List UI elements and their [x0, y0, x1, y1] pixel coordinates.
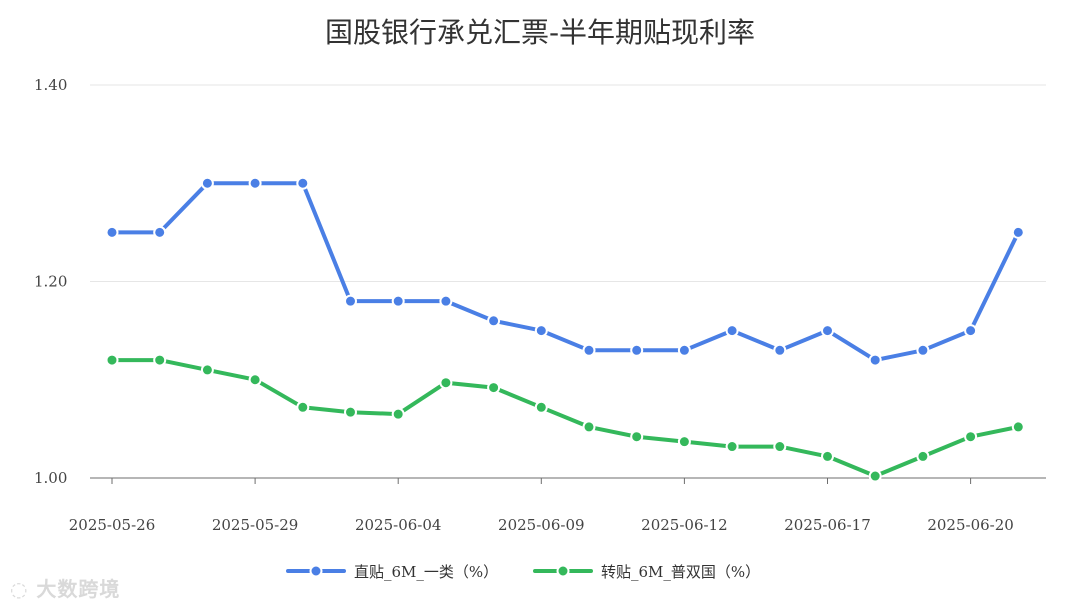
data-point-1	[200, 363, 214, 377]
data-point-0	[105, 225, 119, 239]
data-point-1	[868, 469, 882, 483]
data-point-0	[248, 176, 262, 190]
data-point-1	[821, 449, 834, 463]
x-tick-label: 2025-06-09	[498, 516, 584, 534]
legend-label: 转贴_6M_普双国（%）	[601, 563, 760, 581]
brand-logo-icon: ◌	[10, 577, 29, 601]
x-tick-label: 2025-06-17	[784, 516, 870, 534]
legend[interactable]: 直贴_6M_一类（%） 转贴_6M_普双国（%）	[286, 563, 760, 581]
data-point-1	[964, 430, 978, 444]
data-point-0	[1011, 225, 1025, 239]
axes: 1.00 1.20 1.40 2025-05-26 2025-05-29 2025-06-…	[34, 76, 1046, 534]
series-layer	[105, 176, 1025, 483]
data-point-0	[344, 294, 357, 308]
data-point-1	[105, 353, 119, 367]
data-point-1	[630, 430, 644, 444]
data-point-0	[868, 353, 882, 367]
data-point-0	[964, 324, 978, 338]
data-point-0	[725, 324, 739, 338]
data-point-1	[439, 376, 453, 390]
data-point-0	[153, 225, 167, 239]
data-point-0	[630, 343, 644, 357]
watermark: ◌ 大数跨境	[10, 573, 120, 602]
data-point-1	[487, 381, 501, 395]
data-point-0	[296, 176, 310, 190]
data-point-1	[153, 353, 167, 367]
legend-label: 直贴_6M_一类（%）	[354, 563, 498, 581]
data-point-1	[773, 440, 787, 454]
chart-title: 国股银行承兑汇票-半年期贴现利率	[325, 16, 755, 49]
legend-swatch-dot	[309, 564, 323, 578]
data-point-0	[677, 343, 691, 357]
data-point-0	[439, 294, 453, 308]
y-tick-label: 1.00	[34, 469, 67, 487]
data-point-0	[821, 324, 834, 338]
data-point-1	[916, 449, 930, 463]
x-tick-label: 2025-06-04	[355, 516, 441, 534]
x-tick-label: 2025-05-29	[212, 516, 298, 534]
data-point-1	[296, 400, 310, 414]
y-tick-label: 1.20	[34, 273, 67, 291]
grid	[90, 84, 1046, 282]
data-point-0	[916, 343, 930, 357]
legend-item-0[interactable]: 直贴_6M_一类（%）	[286, 563, 498, 581]
legend-item-1[interactable]: 转贴_6M_普双国（%）	[533, 563, 760, 581]
x-tick-label: 2025-05-26	[69, 516, 155, 534]
data-point-0	[200, 176, 214, 190]
data-point-1	[1011, 420, 1025, 434]
y-tick-label: 1.40	[34, 76, 67, 94]
data-point-0	[487, 314, 501, 328]
data-point-1	[248, 373, 262, 387]
data-point-1	[534, 400, 548, 414]
data-point-0	[391, 294, 405, 308]
legend-swatch-dot	[556, 564, 570, 578]
data-point-1	[344, 405, 357, 419]
data-point-1	[677, 435, 691, 449]
data-point-1	[725, 440, 739, 454]
series-line-0	[110, 181, 1021, 363]
series-line-1	[110, 358, 1021, 478]
x-tick-label: 2025-06-20	[927, 516, 1013, 534]
data-point-0	[534, 324, 548, 338]
data-point-1	[391, 407, 405, 421]
data-point-1	[582, 420, 596, 434]
data-point-0	[773, 343, 787, 357]
watermark-text: 大数跨境	[36, 577, 121, 601]
data-point-0	[582, 343, 596, 357]
x-tick-label: 2025-06-12	[641, 516, 727, 534]
